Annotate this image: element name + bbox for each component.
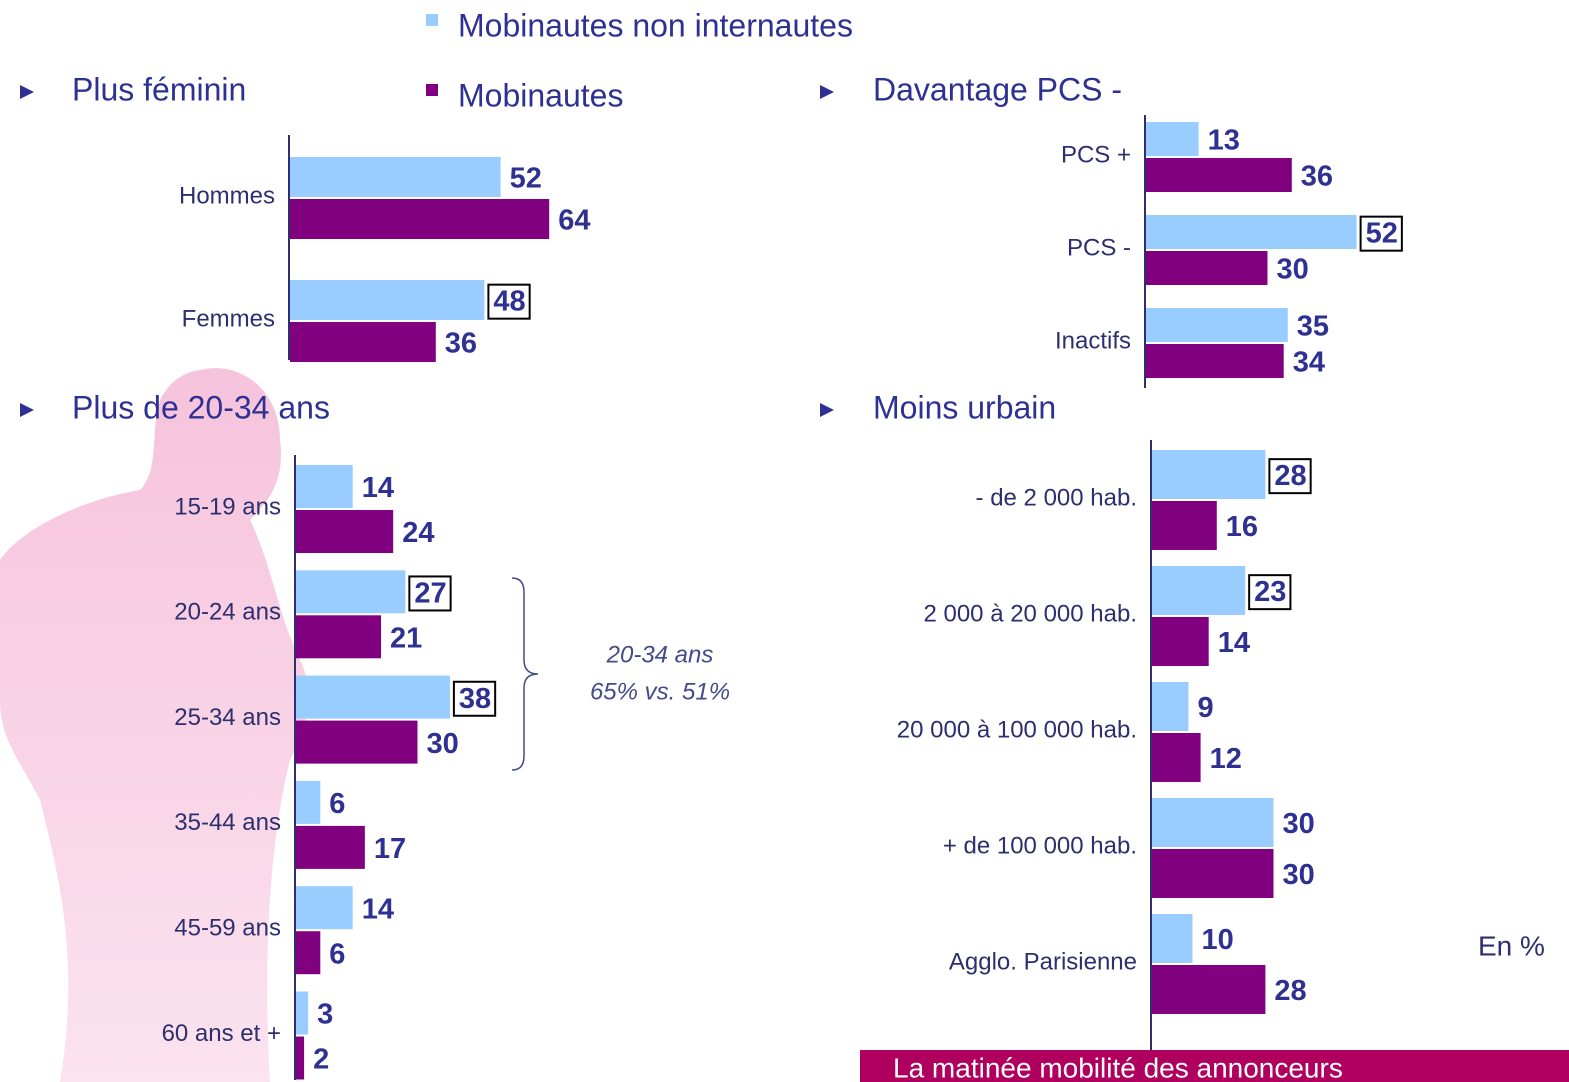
chart-title: Plus de 20-34 ans [72, 389, 330, 425]
bar [296, 1037, 304, 1080]
category-label: + de 100 000 hab. [943, 832, 1137, 859]
category-label: 25-34 ans [174, 704, 281, 731]
value-label: 16 [1226, 511, 1258, 543]
bar [1152, 682, 1188, 731]
bar [1152, 566, 1245, 615]
value-label: 14 [362, 472, 394, 504]
bullet [820, 403, 834, 417]
bar [1152, 450, 1265, 499]
brace [512, 578, 538, 770]
bar [296, 992, 308, 1035]
chart-title: Plus féminin [72, 71, 246, 107]
category-label: 60 ans et + [162, 1020, 281, 1047]
bar [1152, 733, 1201, 782]
bar [296, 886, 353, 929]
bar [1146, 158, 1292, 192]
category-label: 15-19 ans [174, 493, 281, 520]
value-label: 52 [510, 163, 542, 195]
legend-label: Mobinautes [458, 77, 623, 113]
bar [1152, 617, 1209, 666]
annotation: 65% vs. 51% [590, 678, 730, 705]
value-label: 48 [493, 286, 525, 318]
category-label: PCS + [1061, 141, 1131, 168]
value-label: 30 [1283, 808, 1315, 840]
value-label: 3 [317, 999, 333, 1031]
value-label: 35 [1297, 311, 1329, 343]
bar [296, 826, 365, 869]
bar [1152, 798, 1274, 847]
bullet [20, 85, 34, 99]
value-label: 64 [558, 205, 590, 237]
bar [1146, 308, 1288, 342]
value-label: 24 [402, 517, 434, 549]
bar [296, 615, 381, 658]
value-label: 34 [1293, 347, 1325, 379]
value-label: 38 [459, 683, 491, 715]
bar [296, 570, 405, 613]
value-label: 36 [445, 328, 477, 360]
legend-label: Mobinautes non internautes [458, 7, 853, 43]
unit-note: En % [1478, 930, 1545, 961]
category-label: 2 000 à 20 000 hab. [923, 600, 1137, 627]
category-label: 45-59 ans [174, 915, 281, 942]
value-label: 10 [1202, 924, 1234, 956]
bar [296, 931, 320, 974]
category-label: - de 2 000 hab. [976, 484, 1137, 511]
value-label: 17 [374, 833, 406, 865]
bar [1152, 965, 1265, 1014]
value-label: 21 [390, 622, 422, 654]
category-label: Femmes [182, 305, 275, 332]
bar [1146, 251, 1268, 285]
value-label: 30 [427, 728, 459, 760]
bar [290, 199, 549, 239]
bar [296, 510, 393, 553]
bar [1146, 122, 1199, 156]
category-label: 20-24 ans [174, 599, 281, 626]
category-label: Agglo. Parisienne [949, 948, 1137, 975]
value-label: 36 [1301, 161, 1333, 193]
value-label: 6 [329, 788, 345, 820]
category-label: Hommes [179, 182, 275, 209]
value-label: 13 [1208, 125, 1240, 157]
value-label: 12 [1210, 743, 1242, 775]
bullet [20, 403, 34, 417]
value-label: 28 [1274, 975, 1306, 1007]
bar [296, 465, 353, 508]
value-label: 28 [1274, 460, 1306, 492]
slide: Mobinautes non internautes Mobinautes Plu… [0, 0, 1569, 1082]
chart-title: Davantage PCS - [873, 71, 1122, 107]
value-label: 2 [313, 1044, 329, 1076]
value-label: 23 [1254, 576, 1286, 608]
category-label: PCS - [1067, 234, 1131, 261]
bar [296, 676, 450, 719]
annotation: 20-34 ans [606, 641, 714, 668]
bar [1146, 344, 1284, 378]
bar [1152, 849, 1274, 898]
category-label: 20 000 à 100 000 hab. [897, 716, 1137, 743]
bar [1152, 914, 1193, 963]
bar [1152, 501, 1217, 550]
bar [290, 322, 436, 362]
bar [296, 721, 418, 764]
legend: Mobinautes non internautes Mobinautes [426, 7, 853, 113]
bar [296, 781, 320, 824]
bar [290, 157, 501, 197]
value-label: 9 [1197, 692, 1213, 724]
value-label: 14 [1218, 627, 1250, 659]
legend-swatch [426, 14, 438, 26]
value-label: 14 [362, 893, 394, 925]
category-label: 35-44 ans [174, 809, 281, 836]
category-label: Inactifs [1055, 327, 1131, 354]
value-label: 30 [1277, 254, 1309, 286]
bar [1146, 215, 1357, 249]
value-label: 52 [1366, 218, 1398, 250]
value-label: 27 [414, 577, 446, 609]
footer: La matinée mobilité des annonceurs [893, 1052, 1343, 1082]
legend-swatch [426, 84, 438, 96]
bar [290, 280, 484, 320]
bullet [820, 85, 834, 99]
value-label: 6 [329, 938, 345, 970]
value-label: 30 [1283, 859, 1315, 891]
chart-title: Moins urbain [873, 389, 1056, 425]
